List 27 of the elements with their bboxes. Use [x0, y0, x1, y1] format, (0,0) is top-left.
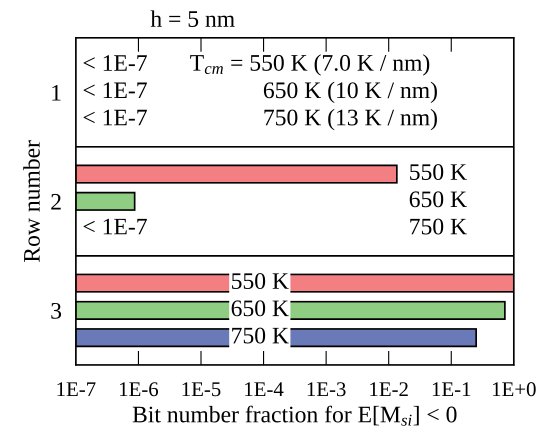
chart-title: h = 5 nm [150, 10, 235, 27]
text: 650 K [410, 191, 467, 208]
x-tick-label: 1E-2 [370, 382, 408, 396]
annotation: 750 K (13 K / nm) [264, 108, 437, 130]
y-tick-label: 3 [51, 302, 62, 319]
x-tick-label: 1E-7 [57, 382, 96, 396]
annotation: T$_{cm}$ = 550 K (7.0 K / nm) [190, 54, 430, 76]
x-tick-label: 1E-6 [120, 382, 158, 396]
annotation: < 1E-7 [84, 110, 147, 126]
series-label: 650 K [232, 300, 289, 316]
x-tick-label: 1E+0 [492, 382, 536, 396]
x-tick-label: 1E-3 [308, 382, 346, 396]
x-tick-label: 1E-5 [182, 382, 220, 396]
annotation: < 1E-7 [84, 55, 147, 71]
y-tick-label: 1 [52, 84, 61, 101]
text: 750 K [410, 218, 467, 235]
x-tick-label: 1E-1 [432, 382, 470, 396]
y-tick-label: 2 [51, 194, 61, 210]
annotation: < 1E-7 [84, 82, 147, 98]
annotation: 650 K (10 K / nm) [264, 82, 437, 104]
x-tick-label: 1E-4 [245, 382, 284, 396]
series-label: 550 K [232, 273, 289, 290]
series-label: 750 K [232, 328, 289, 344]
x-axis-title: Bit number fraction for E[M$_{si}$] < 0 [132, 406, 457, 426]
annotation: < 1E-7 [84, 218, 147, 234]
text: 550 K [410, 164, 467, 180]
y-axis-title: Row number [23, 140, 40, 262]
